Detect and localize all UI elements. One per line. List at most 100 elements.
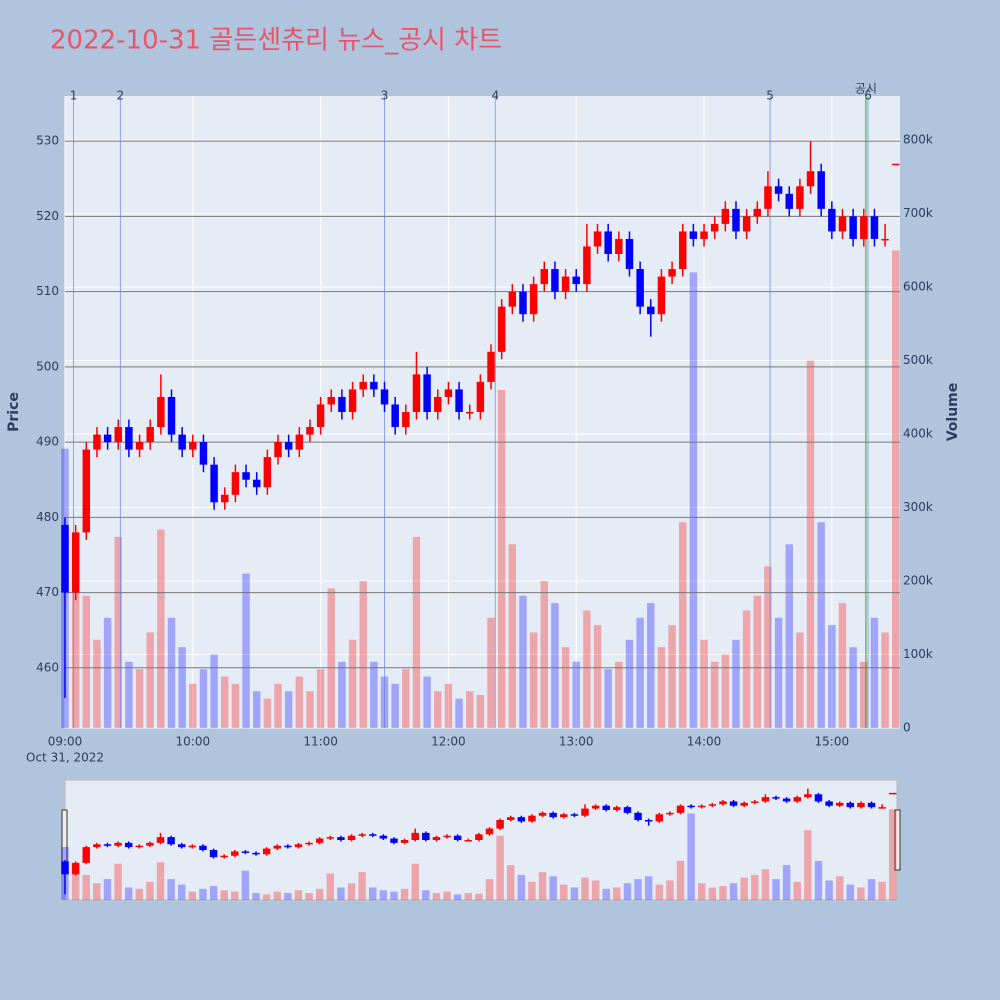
volume-bar: [221, 676, 229, 728]
mini-candle-body: [602, 805, 610, 810]
candle-body: [284, 442, 293, 450]
volume-bar: [487, 617, 495, 728]
mini-volume-bar: [591, 880, 600, 900]
mini-volume-bar: [698, 883, 706, 900]
candle-body: [892, 163, 900, 166]
candle-body: [529, 284, 538, 315]
candle-body: [231, 472, 240, 495]
mini-volume-bar: [273, 891, 281, 900]
mini-volume-bar: [613, 887, 621, 900]
mini-candle-body: [146, 842, 154, 846]
candle-body: [700, 231, 708, 239]
candle-body: [157, 396, 165, 428]
mini-volume-bar: [804, 830, 812, 900]
volume-bar: [274, 683, 282, 728]
volume-bar: [657, 647, 666, 728]
candle-body: [657, 276, 666, 315]
mini-candle-body: [687, 805, 695, 808]
mini-candle-body: [846, 802, 855, 808]
candle-body: [242, 472, 250, 480]
mini-candle-body: [61, 861, 69, 875]
mini-candle-body: [167, 837, 175, 845]
volume-bar: [593, 625, 602, 728]
mini-volume-bar: [485, 879, 494, 900]
mini-candle-body: [124, 842, 133, 848]
mini-volume-bar: [252, 893, 260, 900]
candle-body: [689, 231, 698, 239]
mini-candle-body: [209, 850, 218, 858]
disclosure-label: 공시: [855, 82, 877, 96]
candle-body: [881, 238, 889, 241]
candle-body: [295, 434, 304, 450]
volume-bar: [402, 669, 410, 728]
volume-bar: [391, 683, 399, 728]
news-label: 2: [117, 89, 125, 103]
mini-candle-body: [114, 842, 122, 846]
volume-bar: [668, 625, 676, 728]
volume-bar: [114, 536, 122, 728]
candle-body: [625, 238, 634, 270]
mini-candle-body: [422, 832, 430, 840]
mini-candle-body: [814, 794, 823, 802]
slider-handle-right[interactable]: [894, 809, 901, 871]
mini-volume-bar: [560, 884, 568, 900]
candle-body: [732, 208, 740, 232]
mini-candle-body: [549, 812, 557, 818]
mini-volume-bar: [687, 813, 695, 900]
volume-bar: [455, 698, 463, 728]
y2-tick-label: 700k: [903, 206, 933, 220]
mini-candle-body: [400, 840, 409, 843]
candle-body: [210, 464, 218, 503]
mini-candle-body: [432, 837, 441, 840]
mini-volume-bar: [793, 881, 801, 900]
volume-bar: [561, 647, 570, 728]
volume-bar: [146, 632, 154, 728]
mini-volume-bar: [666, 880, 674, 900]
y-tick-label: 530: [36, 134, 59, 148]
candle-body: [764, 186, 772, 209]
mini-candle-body: [273, 845, 281, 849]
volume-bar: [892, 250, 900, 729]
mini-volume-bar: [538, 872, 547, 900]
candle-body: [338, 396, 346, 412]
mini-candle-body: [284, 845, 292, 848]
mini-volume-bar: [220, 890, 228, 900]
mini-candle-body: [729, 801, 738, 806]
x-tick-label: 09:00: [48, 735, 83, 749]
mini-volume-bar: [729, 883, 738, 900]
mini-volume-bar: [231, 891, 239, 900]
mini-candle-body: [698, 805, 706, 808]
y-tick-label: 460: [36, 660, 59, 674]
mini-candle-body: [708, 804, 717, 806]
volume-bar: [604, 669, 612, 728]
mini-candle-body: [570, 814, 579, 816]
news-label: 5: [766, 89, 774, 103]
candle-body: [327, 396, 335, 405]
mini-candle-body: [411, 832, 419, 840]
mini-volume-bar: [400, 888, 409, 900]
mini-volume-bar: [262, 894, 271, 900]
mini-volume-bar: [146, 881, 154, 900]
candle-body: [178, 434, 186, 450]
candle-body: [263, 457, 272, 488]
y-tick-label: 470: [36, 585, 59, 599]
candle-body: [742, 216, 751, 232]
volume-bar: [721, 654, 730, 728]
volume-bar: [870, 617, 879, 728]
mini-candle-body: [751, 801, 759, 803]
candle-body: [679, 231, 687, 270]
candle-body: [828, 208, 836, 232]
mini-volume-bar: [71, 865, 80, 900]
y-axis-title: Price: [6, 392, 22, 432]
mini-volume-bar: [422, 890, 430, 900]
volume-bar: [189, 683, 197, 728]
volume-bar: [774, 617, 783, 728]
volume-bar: [338, 661, 346, 728]
mini-volume-bar: [294, 890, 303, 900]
mini-volume-bar: [740, 877, 748, 900]
mini-volume-bar: [634, 879, 642, 900]
mini-candle-body: [634, 812, 642, 820]
mini-volume-bar: [124, 887, 133, 900]
mini-volume-bar: [82, 874, 90, 900]
